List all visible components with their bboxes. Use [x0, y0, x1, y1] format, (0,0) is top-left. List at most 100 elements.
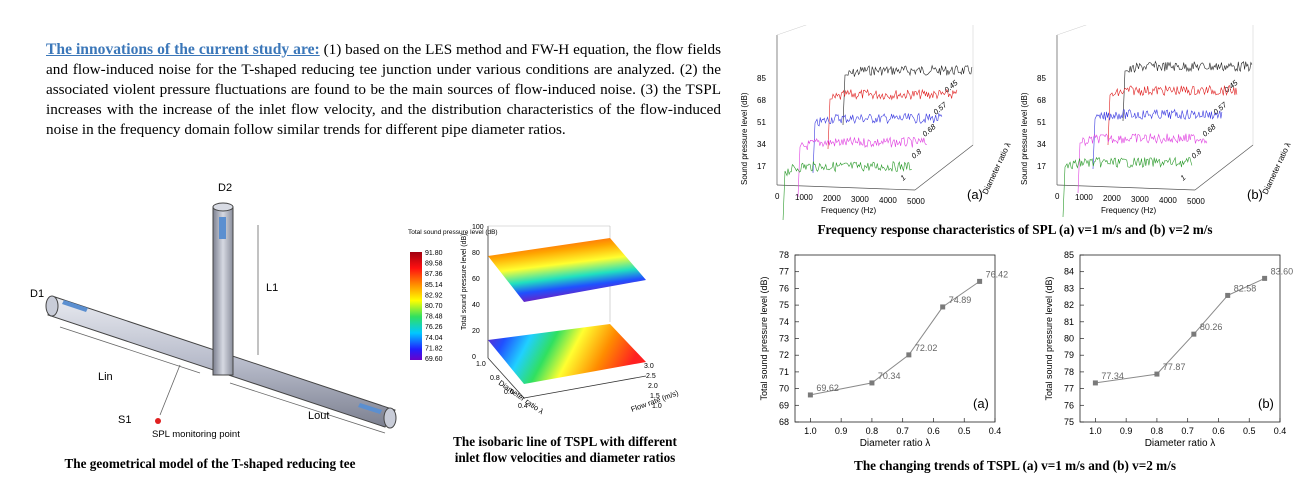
spectrum-panel-tag: (b): [1247, 187, 1263, 202]
z-axis-label: Total sound pressure level (dB): [461, 234, 468, 331]
label-s1: S1: [118, 414, 131, 426]
data-point: [1092, 380, 1098, 386]
spectrum-x-label: Frequency (Hz): [1101, 206, 1156, 215]
colorbar-labels: 91.80 89.58 87.36 85.14 82.92 80.70 78.48 76.26…: [425, 250, 443, 363]
y-tick-label: 76: [779, 283, 789, 293]
spectrum-y-tick: 51: [1037, 118, 1046, 127]
spectrum-y-tick: 17: [1037, 162, 1046, 171]
y-tick-label: 68: [779, 417, 789, 427]
spectrum-x-tick: 5000: [907, 197, 925, 206]
y-tick-label: 71: [779, 367, 789, 377]
spectrum-x-tick: 2000: [823, 194, 841, 203]
spectrum-ratio-tick: 0.8: [910, 146, 924, 160]
data-label: 83.60: [1271, 266, 1294, 276]
y-tick-label: 1.0: [652, 403, 662, 410]
spectrum-x-tick: 5000: [1187, 197, 1205, 206]
z-axis-ticks: 100 80 60 40 20 0: [472, 224, 484, 361]
spectrum-ratio-tick: 0.8: [1190, 146, 1204, 160]
y-tick-label: 77: [1064, 384, 1074, 394]
plot-frame: [794, 254, 996, 423]
colorbar-label: 71.82: [425, 345, 443, 352]
y-tick-label: 82: [1064, 300, 1074, 310]
spectrum-series-line: [1122, 60, 1253, 122]
trend-figure: 68 69 70 71 72 73 74 75 76 77 78 1.0 0.9 0.8 0.7 0.6 0.5…: [759, 250, 1293, 449]
colorbar-label: 87.36: [425, 271, 443, 278]
spectrum-series-line: [827, 88, 958, 150]
y-tick-label: 77: [779, 267, 789, 277]
y-tick-label: 76: [1064, 400, 1074, 410]
trend-chart-a: 68 69 70 71 72 73 74 75 76 77 78 1.0 0.9 0.8 0.7 0.6 0.5…: [759, 250, 1008, 449]
spectrum-x-tick: 0: [775, 192, 780, 201]
spectrum-x-label: Frequency (Hz): [821, 206, 876, 215]
spectrum-series-line: [1077, 133, 1208, 194]
data-label: 74.89: [949, 295, 972, 305]
colorbar-label: 82.92: [425, 292, 443, 299]
y-tick-label: 74: [779, 317, 789, 327]
x-tick-label: 0.9: [835, 426, 848, 436]
z-tick-label: 40: [472, 302, 480, 309]
spectrum-y-tick: 85: [1037, 74, 1046, 83]
chart-panel-tag: (b): [1258, 396, 1274, 411]
intro-paragraph: The innovations of the current study are…: [46, 40, 721, 140]
x-axis-label: Diameter ratio λ: [860, 438, 931, 449]
colorbar-label: 80.70: [425, 303, 443, 310]
spectrum-x-tick: 1000: [1075, 193, 1093, 202]
data-label: 77.87: [1163, 362, 1186, 372]
y-tick-label: 2.5: [646, 373, 656, 380]
y-tick-label: 84: [1064, 267, 1074, 277]
y-axis-label: Total sound pressure level (dB): [1044, 276, 1054, 400]
branch-outlet-face: [212, 202, 234, 212]
label-lin: Lin: [98, 371, 113, 383]
spectrum-series-line: [1107, 84, 1238, 146]
z-tick-label: 60: [472, 276, 480, 283]
trends-caption: The changing trends of TSPL (a) v=1 m/s …: [854, 458, 1176, 473]
spectrum-x-tick: 3000: [851, 195, 869, 204]
data-label: 72.02: [915, 343, 938, 353]
data-point: [1225, 292, 1231, 298]
spectrum-series-line: [1062, 156, 1193, 218]
spectrum-x-tick: 3000: [1131, 195, 1149, 204]
spectrum-y-tick: 34: [1037, 140, 1046, 149]
spectrum-panel-tag: (a): [967, 187, 983, 202]
data-point: [906, 352, 912, 358]
spectrum-series-line: [782, 160, 912, 220]
y-tick-label: 75: [779, 300, 789, 310]
chart-panel-tag: (a): [973, 396, 989, 411]
z-tick-label: 0: [472, 354, 476, 361]
colorbar-label: 85.14: [425, 282, 443, 289]
spectrum-ratio-tick: 1: [899, 173, 908, 183]
data-label: 76.42: [986, 269, 1009, 279]
colorbar-label: 76.26: [425, 324, 443, 331]
x-tick-label: 0.6: [1212, 426, 1225, 436]
spectrum-ratio-tick: 0.57: [932, 100, 950, 117]
spectrum-series-line: [1092, 108, 1223, 170]
colorbar-title: Total sound pressure level (dB): [408, 229, 498, 236]
data-point: [1191, 331, 1197, 337]
y-tick-label: 80: [1064, 334, 1074, 344]
intro-body: (1) based on the LES method and FW-H equ…: [46, 41, 721, 138]
y-tick-label: 83: [1064, 283, 1074, 293]
y-tick-label: 75: [1064, 417, 1074, 427]
spectrum-figure: 85 68 51 34 17 0 1000 2000 3000 4000 5000 0.45 0.57 0…: [740, 25, 1293, 220]
spectrum-series-line: [797, 136, 927, 198]
y-tick-label: 1.5: [650, 393, 660, 400]
spectrum-ratio-tick: 1: [1179, 173, 1188, 183]
x-tick-label: 0.4: [1274, 426, 1287, 436]
spectrum-x-tick: 0: [1055, 192, 1060, 201]
spectrum-y-label: Sound pressure level (dB): [1020, 92, 1029, 185]
y-tick-label: 73: [779, 334, 789, 344]
x-tick-label: 0.8: [490, 375, 500, 382]
x-tick-label: 0.6: [927, 426, 940, 436]
spectrum-y-tick: 68: [757, 96, 766, 105]
label-lout: Lout: [308, 410, 329, 422]
data-point: [807, 392, 813, 398]
lower-surface: [488, 324, 646, 384]
data-label: 77.34: [1101, 371, 1124, 381]
spectrum-ratio-tick: 0.68: [921, 122, 939, 139]
trend-chart-b: 75 76 77 78 79 80 81 82 83 84 85 1.0 0.9 0.8 0.7 0.6 0.5…: [1044, 250, 1293, 449]
x-axis-ticks: 0.4 0.6 0.8 1.0: [476, 361, 528, 410]
colorbar-label: 89.58: [425, 261, 443, 268]
z-tick-label: 80: [472, 250, 480, 257]
label-d1: D1: [30, 288, 44, 300]
y-axis-label: Flow rate (m/s): [630, 388, 681, 414]
